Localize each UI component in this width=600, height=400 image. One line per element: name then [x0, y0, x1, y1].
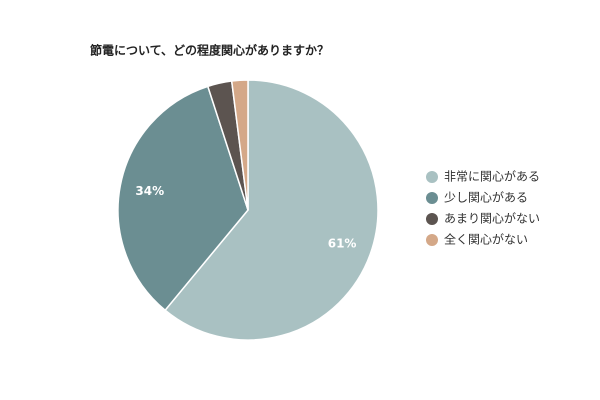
legend-label: 少し関心がある [444, 190, 528, 205]
slice-label: 61% [328, 236, 357, 250]
legend-swatch [426, 234, 438, 246]
legend-label: 全く関心がない [444, 232, 528, 247]
legend-swatch [426, 171, 438, 183]
legend-swatch [426, 192, 438, 204]
slice-label: 34% [135, 184, 164, 198]
pie-slice [164, 79, 379, 341]
legend-swatch [426, 213, 438, 225]
chart-title: 節電について、どの程度関心がありますか？ [90, 43, 329, 58]
legend-label: あまり関心がない [444, 211, 540, 226]
legend-label: 非常に関心がある [444, 169, 540, 184]
pie-slice [117, 85, 249, 312]
pie-slice [230, 79, 249, 211]
